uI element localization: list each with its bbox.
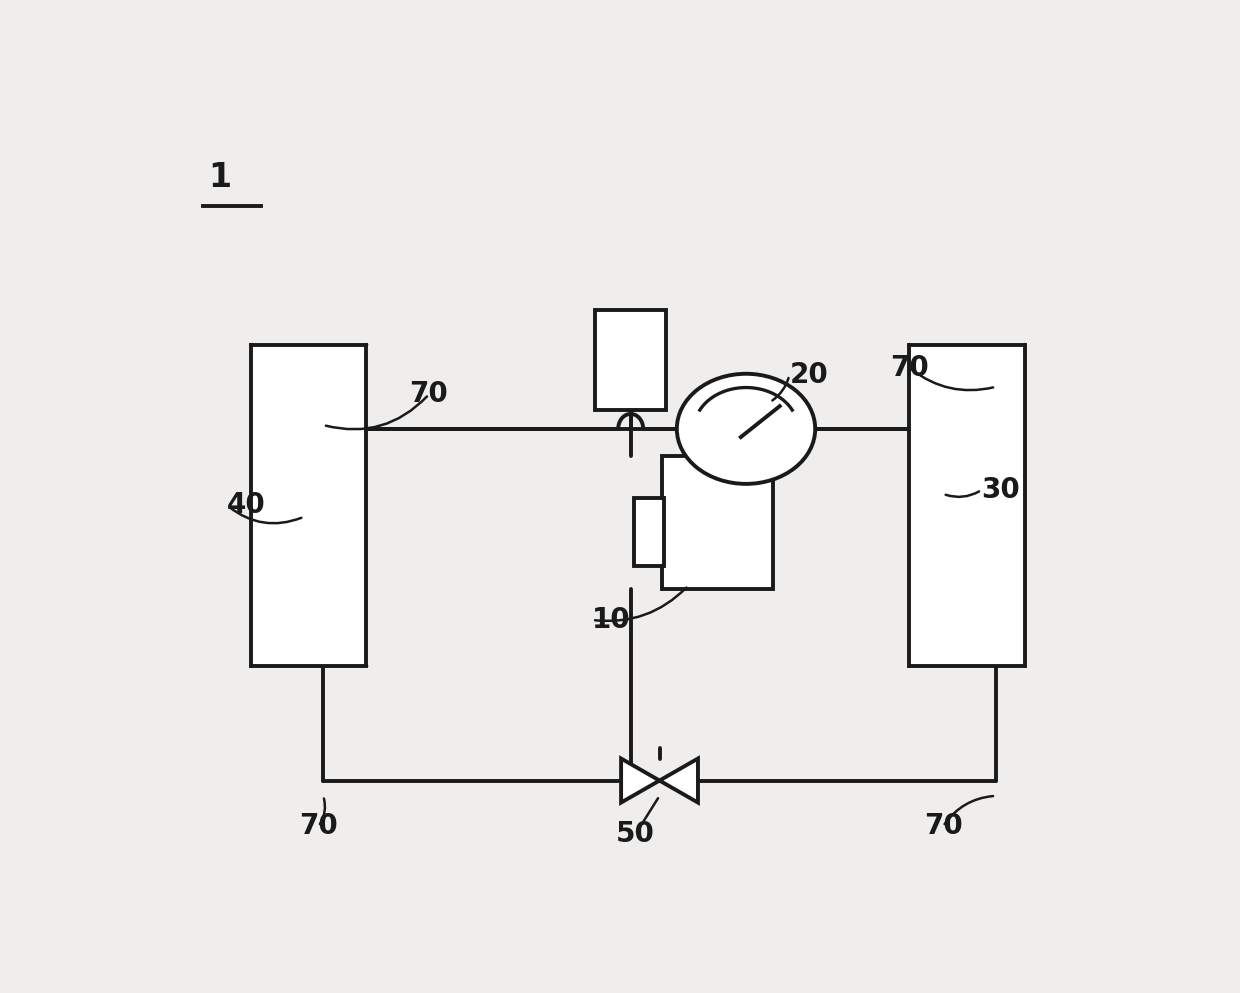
Circle shape bbox=[677, 373, 815, 484]
Bar bbox=[595, 310, 666, 410]
Bar bbox=[634, 497, 665, 566]
Text: 70: 70 bbox=[924, 812, 962, 840]
Bar bbox=[662, 456, 773, 590]
Text: 70: 70 bbox=[409, 380, 449, 408]
Bar bbox=[909, 345, 1024, 666]
Polygon shape bbox=[660, 759, 698, 802]
Text: 20: 20 bbox=[789, 361, 828, 389]
Text: 70: 70 bbox=[299, 812, 337, 840]
Polygon shape bbox=[621, 759, 660, 802]
Text: 40: 40 bbox=[227, 492, 265, 519]
Text: 10: 10 bbox=[593, 606, 631, 634]
Bar bbox=[250, 345, 367, 666]
Text: 50: 50 bbox=[616, 820, 655, 848]
Text: 70: 70 bbox=[890, 354, 929, 381]
Text: 30: 30 bbox=[982, 476, 1021, 504]
Text: 1: 1 bbox=[208, 161, 231, 195]
